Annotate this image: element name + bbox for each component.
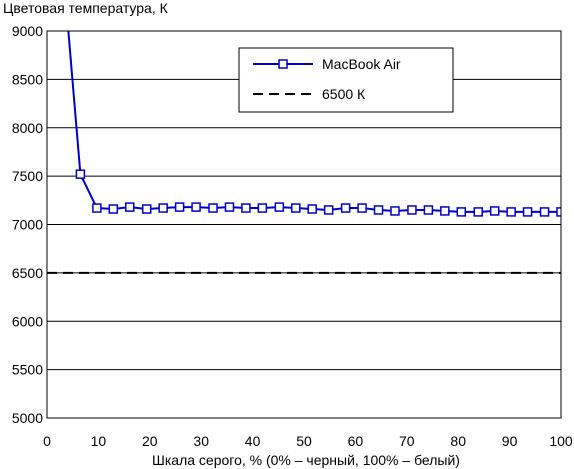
x-tick-label: 0	[43, 433, 51, 449]
y-tick-label: 9000	[12, 23, 43, 39]
data-point-macbook-air	[323, 205, 334, 215]
data-point-macbook-air	[224, 202, 235, 212]
data-point-macbook-air	[489, 206, 500, 216]
y-tick-label: 6000	[12, 313, 43, 329]
data-point-macbook-air	[257, 203, 268, 213]
data-point-macbook-air	[506, 207, 516, 217]
y-axis-title: Цветовая температура, К	[3, 0, 169, 16]
data-point-macbook-air	[191, 202, 201, 212]
x-tick-label: 80	[450, 433, 466, 449]
data-point-macbook-air	[456, 207, 467, 217]
x-tick-label: 30	[193, 433, 209, 449]
data-point-macbook-air	[307, 204, 317, 214]
y-tick-label: 5500	[12, 362, 43, 378]
data-point-macbook-air	[556, 207, 561, 217]
data-point-macbook-air	[174, 202, 185, 212]
y-tick-label: 7000	[12, 217, 43, 233]
data-point-macbook-air	[158, 203, 168, 213]
data-point-macbook-air	[241, 203, 251, 213]
y-tick-label: 8500	[12, 71, 43, 87]
y-tick-label: 5000	[12, 410, 43, 426]
data-point-macbook-air	[423, 205, 434, 215]
legend: MacBook Air 6500 К	[238, 47, 454, 113]
x-axis-title: Шкала серого, % (0% – черный, 100% – бел…	[152, 452, 460, 468]
legend-box	[238, 47, 454, 113]
data-point-macbook-air	[108, 204, 119, 214]
y-tick-label: 8000	[12, 120, 43, 136]
data-point-macbook-air	[75, 169, 86, 179]
data-point-macbook-air	[357, 203, 367, 213]
data-point-macbook-air	[522, 207, 533, 217]
data-point-macbook-air	[373, 205, 384, 215]
data-point-macbook-air	[274, 202, 285, 212]
y-tick-label: 6500	[12, 265, 43, 281]
y-tick-labels: 5000 5500 6000 6500 7000 7500 8000 8500 9000	[12, 23, 43, 426]
series-area	[47, 31, 561, 274]
data-point-macbook-air	[440, 206, 450, 216]
x-tick-label: 40	[245, 433, 261, 449]
data-point-macbook-air	[407, 205, 417, 215]
x-tick-label: 100	[549, 433, 573, 449]
x-tick-label: 60	[348, 433, 364, 449]
data-point-macbook-air	[141, 204, 152, 214]
x-tick-label: 50	[296, 433, 312, 449]
x-tick-label: 10	[91, 433, 107, 449]
legend-label-macbook-air: MacBook Air	[322, 56, 401, 72]
x-tick-label: 20	[142, 433, 158, 449]
data-point-macbook-air	[340, 203, 351, 213]
legend-label-6500k: 6500 К	[322, 86, 366, 102]
plot-frame	[46, 30, 562, 419]
x-tick-label: 90	[502, 433, 518, 449]
data-point-macbook-air	[390, 206, 400, 216]
data-point-macbook-air	[125, 202, 135, 212]
data-point-macbook-air	[539, 207, 550, 217]
data-point-macbook-air	[291, 203, 301, 213]
legend-marker-macbook-air	[278, 59, 288, 69]
data-point-macbook-air	[92, 203, 102, 213]
y-tick-label: 7500	[12, 168, 43, 184]
data-point-macbook-air	[473, 207, 483, 217]
data-point-macbook-air	[208, 203, 218, 213]
x-tick-label: 70	[399, 433, 415, 449]
x-tick-labels: 0 10 20 30 40 50 60 70 80 90 100	[43, 433, 573, 449]
